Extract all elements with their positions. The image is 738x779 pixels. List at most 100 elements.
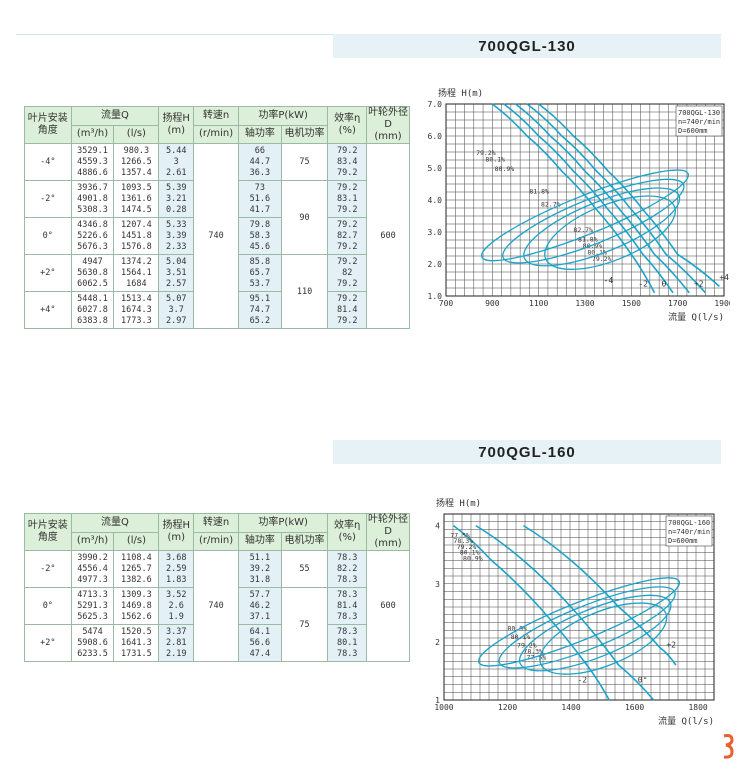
performance-curve — [475, 524, 655, 701]
th-power: 功率P(kW) — [237, 106, 329, 126]
head-cell: 5.44 3 2.61 — [158, 143, 195, 181]
head-cell: 3.37 2.81 2.19 — [158, 624, 195, 662]
efficiency-label: 78.3% — [454, 537, 474, 545]
efficiency-cell: 79.2 83.1 79.2 — [327, 180, 368, 218]
head-cell: 5.33 3.39 2.33 — [158, 217, 195, 255]
x-tick-label: 700 — [439, 299, 454, 308]
legend-text: 700QGL-160 — [668, 519, 710, 527]
th-flow: 流量Q — [70, 106, 160, 126]
efficiency-label: 82.7% — [541, 200, 561, 208]
efficiency-label: 80.9% — [495, 165, 515, 173]
flow-ls-cell: 1520.5 1641.3 1731.5 — [113, 624, 160, 662]
flow-m3-cell: 3529.1 4559.3 4886.6 — [70, 143, 115, 181]
th-impeller: 叶轮外径D (mm) — [366, 513, 410, 551]
table-row: -4° 3529.1 4559.3 4886.6 980.3 1266.5 1357.4 5.… — [24, 143, 410, 329]
table-row: -2° 3990.2 4556.4 4977.3 1108.4 1265.7 1382.6 3… — [24, 550, 410, 662]
angle-label: +2 — [666, 641, 676, 650]
th-speed: 转速n — [193, 106, 239, 126]
flow-m3-cell: 4713.3 5291.3 5625.3 — [70, 587, 115, 625]
flow-m3-cell: 5474 5908.6 6233.5 — [70, 624, 115, 662]
performance-curve — [491, 103, 656, 294]
efficiency-cell: 78.3 82.2 78.3 — [327, 550, 368, 588]
legend-box — [665, 515, 713, 547]
shaft-power-cell: 57.7 46.2 37.1 — [238, 587, 282, 625]
angle-label: -4 — [604, 276, 614, 285]
th-flow-ls: (l/s) — [113, 124, 160, 144]
angle-cell: 0° — [24, 587, 72, 625]
head-cell: 5.04 3.51 2.57 — [158, 254, 195, 292]
y-tick-label: 1.0 — [428, 292, 443, 301]
efficiency-cell: 79.2 82.7 79.2 — [327, 217, 368, 255]
th-shaft: 轴功率 — [238, 531, 282, 551]
angle-label: -2 — [577, 676, 587, 685]
y-tick-label: 3.0 — [428, 228, 443, 237]
performance-curve — [522, 524, 677, 666]
legend-text: n=740r/min — [678, 118, 720, 126]
x-tick-label: 1100 — [529, 299, 548, 308]
th-head: 扬程H (m) — [158, 106, 195, 144]
efficiency-cell: 78.3 81.4 78.3 — [327, 587, 368, 625]
efficiency-label: 77.5% — [450, 531, 470, 539]
efficiency-cell: 78.3 80.1 78.3 — [327, 624, 368, 662]
efficiency-cell: 79.2 82 79.2 — [327, 254, 368, 292]
y-tick-label: 7.0 — [428, 100, 443, 109]
angle-label: 0 — [661, 279, 666, 288]
th-speed: 转速n — [193, 513, 240, 533]
efficiency-label: 81.8% — [529, 188, 549, 196]
angle-cell: 0° — [24, 217, 72, 255]
angle-cell: +2° — [24, 254, 72, 292]
x-tick-label: 1300 — [575, 299, 594, 308]
legend-text: D=600mm — [678, 127, 708, 135]
flow-ls-cell: 1309.3 1469.8 1562.6 — [113, 587, 160, 625]
th-flow-ls: (l/s) — [113, 531, 160, 551]
x-tick-label: 1200 — [498, 703, 517, 712]
angle-label: +2 — [694, 279, 704, 288]
th-motor: 电机功率 — [280, 124, 329, 144]
head-cell: 3.68 2.59 1.83 — [158, 550, 195, 588]
y-axis-label: 扬程 H(m) — [436, 497, 481, 509]
th-flow: 流量Q — [70, 513, 160, 533]
th-eff: 效率η (%) — [327, 513, 368, 551]
angle-cell: +4° — [24, 291, 72, 329]
table-row: +2° 5474 5908.6 6233.5 1520.5 1641.3 1731.5 3.3… — [24, 624, 410, 662]
performance-curve — [453, 524, 610, 701]
efficiency-label: 80.1% — [587, 248, 607, 256]
impeller-cell: 600 — [366, 550, 410, 662]
efficiency-label: 79.2% — [592, 255, 612, 263]
y-axis-label: 扬程 H(m) — [438, 87, 483, 99]
legend-text: D=600mm — [668, 537, 698, 545]
brand-logo — [722, 732, 734, 760]
th-power: 功率P(kW) — [238, 513, 329, 533]
spec-table-160: 叶片安装角度 流量Q 扬程H (m) 转速n 功率P(kW) 效率η (%) 叶轮外… — [24, 513, 410, 662]
table-row: +2° 4947 5630.8 6062.5 1374.2 1564.1 1684 5.04 3… — [24, 254, 410, 329]
motor-power-cell: 110 — [280, 254, 329, 329]
efficiency-contour — [544, 195, 676, 270]
motor-power-cell: 55 — [280, 550, 329, 588]
y-tick-label: 6.0 — [428, 132, 443, 141]
x-tick-label: 1000 — [434, 703, 453, 712]
efficiency-label: 81.8% — [578, 236, 598, 244]
th-impeller: 叶轮外径D (mm) — [366, 106, 410, 144]
flow-ls-cell: 1207.4 1451.8 1576.8 — [113, 217, 160, 255]
x-tick-label: 1400 — [561, 703, 580, 712]
y-tick-label: 2 — [435, 638, 440, 647]
table-row: -2° 3936.7 4901.8 5308.3 1093.5 1361.6 1474.5 5… — [24, 180, 410, 255]
y-tick-label: 1 — [435, 696, 440, 705]
flow-ls-cell: 1093.5 1361.6 1474.5 — [113, 180, 160, 218]
head-cell: 3.52 2.6 1.9 — [158, 587, 195, 625]
performance-curve — [503, 103, 674, 294]
x-tick-label: 1800 — [688, 703, 707, 712]
efficiency-contour — [480, 169, 690, 262]
efficiency-label: 80.9% — [583, 242, 603, 250]
x-tick-label: 900 — [485, 299, 500, 308]
motor-power-cell: 75 — [280, 587, 329, 662]
angle-label: 0° — [638, 676, 648, 685]
y-tick-label: 4 — [435, 522, 440, 531]
efficiency-label: 78.3% — [523, 648, 543, 656]
angle-label: +4 — [719, 273, 729, 282]
th-motor: 电机功率 — [280, 531, 329, 551]
section-title-160: 700QGL-160 — [333, 440, 721, 464]
x-axis-label: 流量 Q(l/s) — [668, 311, 724, 323]
